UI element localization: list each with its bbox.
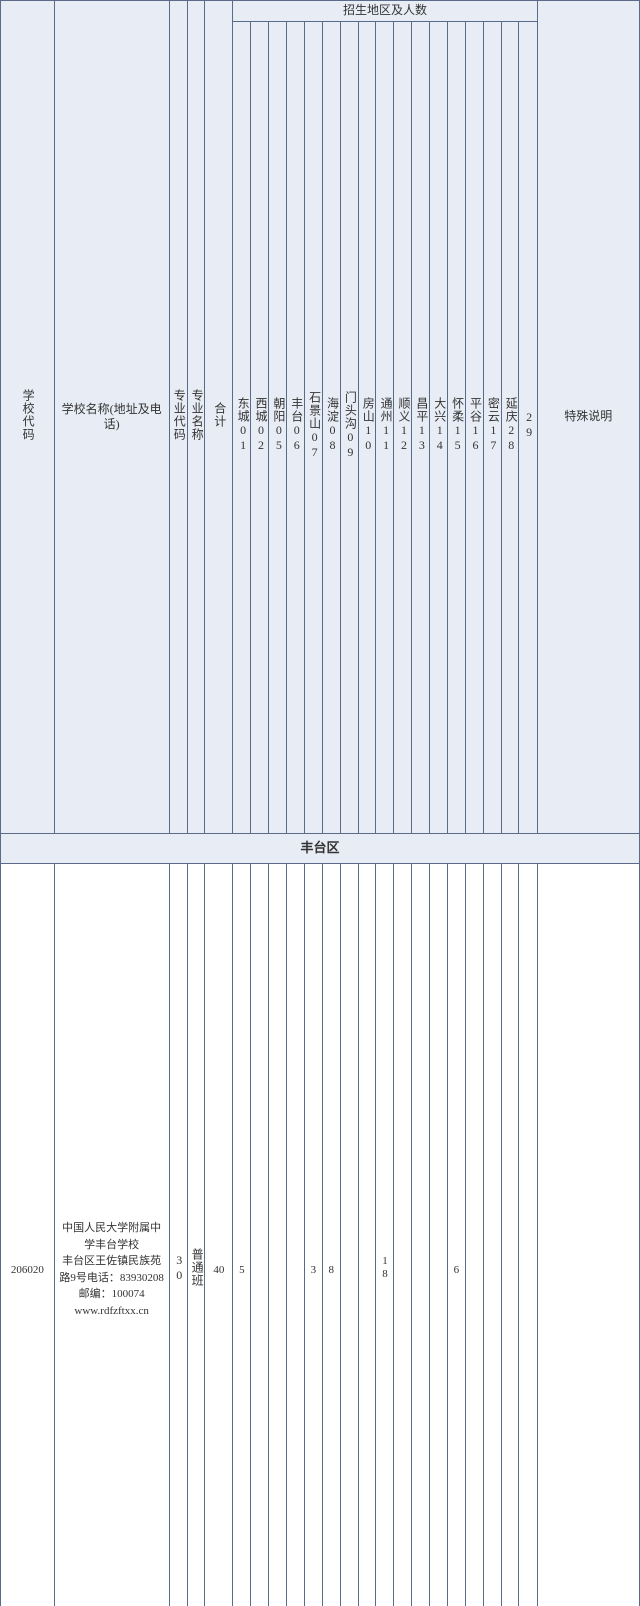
cell-district-value [287, 864, 305, 1606]
col-region-group: 招生地区及人数 [233, 1, 537, 22]
cell-total: 40 [205, 864, 233, 1606]
district-header: 丰台06 [287, 21, 305, 834]
col-school-name: 学校名称(地址及电话) [54, 1, 169, 834]
district-header: 通州11 [376, 21, 394, 834]
cell-district-value [430, 864, 448, 1606]
cell-notes [537, 864, 639, 1606]
cell-district-value [519, 864, 537, 1606]
cell-district-value: 3 [304, 864, 322, 1606]
cell-district-value: 18 [376, 864, 394, 1606]
district-header: 门头沟09 [340, 21, 358, 834]
cell-school-code: 206020 [1, 864, 55, 1606]
cell-district-value [394, 864, 412, 1606]
cell-district-value [412, 864, 430, 1606]
col-total: 合计 [205, 1, 233, 834]
cell-district-value: 5 [233, 864, 251, 1606]
col-major-code: 专业代码 [169, 1, 187, 834]
district-header: 石景山07 [304, 21, 322, 834]
district-header: 延庆28 [501, 21, 519, 834]
table-body: 丰台区206020中国人民大学附属中学丰台学校丰台区王佐镇民族苑路9号电话：83… [1, 834, 640, 1606]
cell-district-value [269, 864, 287, 1606]
district-header: 密云17 [483, 21, 501, 834]
district-header: 怀柔15 [447, 21, 465, 834]
cell-district-value [340, 864, 358, 1606]
cell-district-value: 6 [447, 864, 465, 1606]
section-header: 丰台区 [1, 834, 640, 864]
cell-school-name: 中国人民大学附属中学丰台学校丰台区王佐镇民族苑路9号电话：83930208邮编：… [54, 864, 169, 1606]
cell-district-value [251, 864, 269, 1606]
col-notes: 特殊说明 [537, 1, 639, 834]
table-row: 206020中国人民大学附属中学丰台学校丰台区王佐镇民族苑路9号电话：83930… [1, 864, 640, 1606]
district-header: 大兴14 [430, 21, 448, 834]
district-header: 海淀08 [322, 21, 340, 834]
district-header: 顺义12 [394, 21, 412, 834]
cell-major-name: 普通班 [187, 864, 205, 1606]
cell-district-value [358, 864, 376, 1606]
district-header: 29 [519, 21, 537, 834]
cell-major-code: 30 [169, 864, 187, 1606]
enrollment-table: 学校代码 学校名称(地址及电话) 专业代码 专业名称 合计 招生地区及人数 特殊… [0, 0, 640, 1606]
cell-district-value [465, 864, 483, 1606]
cell-district-value [501, 864, 519, 1606]
col-school-code: 学校代码 [1, 1, 55, 834]
district-header: 西城02 [251, 21, 269, 834]
cell-district-value: 8 [322, 864, 340, 1606]
district-header: 平谷16 [465, 21, 483, 834]
table-header: 学校代码 学校名称(地址及电话) 专业代码 专业名称 合计 招生地区及人数 特殊… [1, 1, 640, 834]
col-major-name: 专业名称 [187, 1, 205, 834]
district-header: 东城01 [233, 21, 251, 834]
cell-district-value [483, 864, 501, 1606]
district-header: 朝阳05 [269, 21, 287, 834]
district-header: 昌平13 [412, 21, 430, 834]
district-header: 房山10 [358, 21, 376, 834]
